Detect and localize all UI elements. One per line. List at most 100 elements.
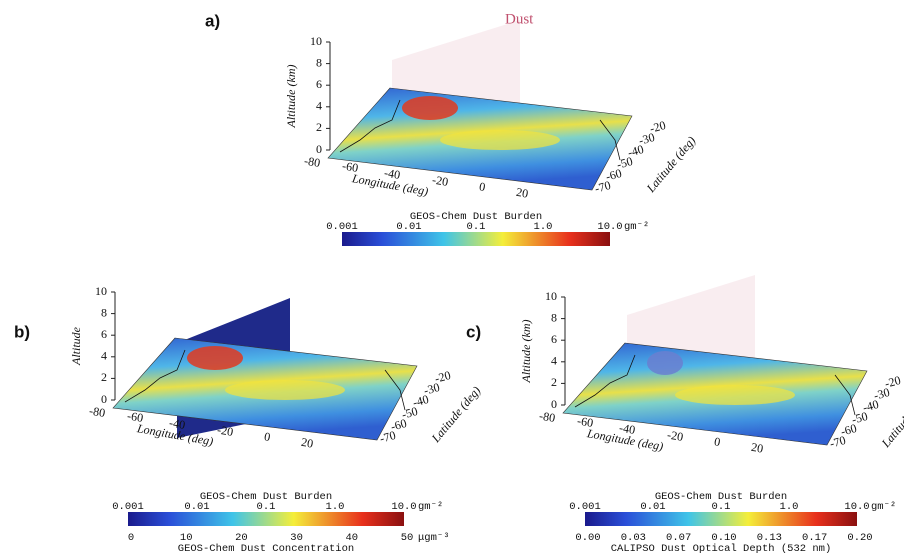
z-tick-label: -40 xyxy=(411,392,430,410)
x-tick-label: -40 xyxy=(168,415,186,432)
colorbar-tick-label: 10.0 xyxy=(391,501,416,513)
z-tick-label: -70 xyxy=(828,433,847,451)
colorbar-unit: gm⁻² xyxy=(871,501,896,513)
x-tick-label: -60 xyxy=(576,413,594,430)
y-tick-label: 10 xyxy=(95,284,107,298)
colorbar-tick-label: 0.1 xyxy=(712,501,731,513)
colorbar-tick-label: 0.1 xyxy=(467,221,486,233)
colorbar-tick-label: 10.0 xyxy=(597,221,622,233)
colorbar-tick-label: 0.01 xyxy=(640,501,665,513)
colorbar-tick-label: 0.13 xyxy=(757,532,782,544)
colorbar-tick-label: 50 xyxy=(401,532,414,544)
colorbar-tick-label: 0.1 xyxy=(257,501,276,513)
x-tick-label: -20 xyxy=(216,422,234,439)
y-tick-label: 4 xyxy=(316,99,322,113)
colorbar-title: GEOS-Chem Dust Burden xyxy=(200,491,332,503)
coastline xyxy=(124,349,406,411)
colorbar-tick-label: 0.001 xyxy=(112,501,144,513)
z-tick-label: -50 xyxy=(850,409,869,427)
coastline xyxy=(339,99,621,161)
x-tick-label: -80 xyxy=(538,408,556,425)
colorbar-tick-label: 10 xyxy=(180,532,193,544)
dust-hotspot xyxy=(402,96,458,120)
colorbar-tick-label: 10.0 xyxy=(844,501,869,513)
y-tick-label: 0 xyxy=(551,397,557,411)
colorbar-tick-label: 0.01 xyxy=(396,221,421,233)
colorbar-tick-label: 0.20 xyxy=(847,532,872,544)
x-tick-label: 20 xyxy=(750,440,764,456)
y-axis-label: Altitude xyxy=(69,326,83,366)
colorbar xyxy=(128,512,404,526)
z-tick-label: -50 xyxy=(615,154,634,172)
y-tick-label: 6 xyxy=(101,327,107,341)
colorbar-unit: μgm⁻³ xyxy=(418,532,450,544)
y-tick-label: 2 xyxy=(316,120,322,134)
colorbar-title: CALIPSO Dust Optical Depth (532 nm) xyxy=(611,543,832,555)
colorbar-tick-label: 1.0 xyxy=(534,221,553,233)
coastline xyxy=(574,354,856,416)
colorbar-tick-label: 0.07 xyxy=(666,532,691,544)
x-tick-label: 0 xyxy=(478,179,486,194)
y-tick-label: 10 xyxy=(310,34,322,48)
dust-hotspot xyxy=(647,351,683,375)
x-tick-label: -20 xyxy=(431,172,449,189)
y-tick-label: 8 xyxy=(101,305,107,319)
y-axis-label: Altitude (km) xyxy=(519,320,533,384)
x-tick-label: -80 xyxy=(303,153,321,170)
y-tick-label: 10 xyxy=(545,289,557,303)
z-tick-label: -30 xyxy=(637,130,656,148)
panel-title: Dust xyxy=(505,11,534,27)
x-tick-label: 20 xyxy=(515,185,529,201)
colorbar-tick-label: 20 xyxy=(235,532,248,544)
x-tick-label: 20 xyxy=(300,435,314,451)
y-tick-label: 6 xyxy=(551,332,557,346)
x-tick-label: -60 xyxy=(341,158,359,175)
y-tick-label: 4 xyxy=(101,349,107,363)
colorbar-title: GEOS-Chem Dust Concentration xyxy=(178,543,354,555)
y-tick-label: 0 xyxy=(316,142,322,156)
x-tick-label: -80 xyxy=(88,403,106,420)
colorbar-unit: gm⁻² xyxy=(624,221,649,233)
colorbar-tick-label: 0.10 xyxy=(711,532,736,544)
colorbar-tick-label: 40 xyxy=(345,532,358,544)
colorbar-title: GEOS-Chem Dust Burden xyxy=(410,211,542,223)
y-tick-label: 8 xyxy=(316,55,322,69)
x-tick-label: -40 xyxy=(618,420,636,437)
panel-label: a) xyxy=(205,11,220,30)
y-tick-label: 6 xyxy=(316,77,322,91)
z-tick-label: -40 xyxy=(861,397,880,415)
colorbar-tick-label: 0.00 xyxy=(575,532,600,544)
x-tick-label: -40 xyxy=(383,165,401,182)
x-tick-label: -20 xyxy=(666,427,684,444)
colorbar-tick-label: 0.001 xyxy=(326,221,358,233)
z-tick-label: -70 xyxy=(593,178,612,196)
z-tick-label: -20 xyxy=(433,368,452,386)
panel-label: b) xyxy=(14,322,30,341)
z-tick-label: -20 xyxy=(648,118,667,136)
y-tick-label: 4 xyxy=(551,354,557,368)
colorbar-unit: gm⁻² xyxy=(418,501,443,513)
x-tick-label: 0 xyxy=(263,429,271,444)
y-tick-label: 2 xyxy=(551,375,557,389)
dust-band xyxy=(675,385,795,405)
colorbar xyxy=(342,232,610,246)
z-tick-label: -30 xyxy=(872,385,891,403)
colorbar-tick-label: 0.17 xyxy=(802,532,827,544)
dust-band xyxy=(225,380,345,400)
z-tick-label: -20 xyxy=(883,373,902,391)
colorbar-tick-label: 30 xyxy=(290,532,303,544)
colorbar-tick-label: 0.03 xyxy=(621,532,646,544)
colorbar-tick-label: 0.01 xyxy=(184,501,209,513)
z-tick-label: -70 xyxy=(378,428,397,446)
panel-label: c) xyxy=(466,322,481,341)
z-tick-label: -30 xyxy=(422,380,441,398)
z-tick-label: -60 xyxy=(389,416,408,434)
dust-band xyxy=(440,130,560,150)
dust-hotspot xyxy=(187,346,243,370)
y-axis-label: Altitude (km) xyxy=(284,65,298,129)
z-tick-label: -60 xyxy=(839,421,858,439)
colorbar xyxy=(585,512,857,526)
